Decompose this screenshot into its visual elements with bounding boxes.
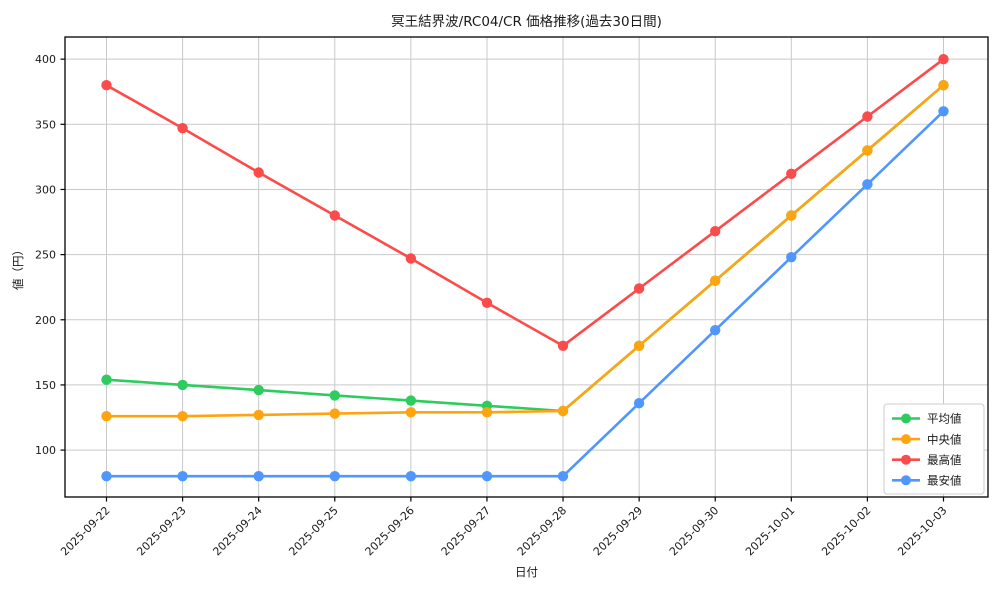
data-point-max-2025-09-28 <box>557 340 569 351</box>
legend-label-average: 平均値 <box>927 412 962 426</box>
data-point-min-2025-09-22 <box>101 471 112 482</box>
x-tick-label: 2025-09-26 <box>363 504 417 558</box>
data-point-median-2025-10-03 <box>938 80 949 91</box>
data-point-min-2025-09-25 <box>329 471 340 482</box>
x-tick-label: 2025-09-30 <box>667 504 721 558</box>
y-tick-label: 100 <box>35 444 56 457</box>
x-axis: 2025-09-22 2025-09-23 2025-09-24 2025-09-25… <box>58 497 950 558</box>
legend-item-max: 最高値 <box>892 453 962 467</box>
x-tick-label: 2025-09-23 <box>134 504 188 558</box>
data-point-max-2025-10-02 <box>862 111 873 122</box>
data-point-average-2025-09-22 <box>101 374 112 385</box>
data-point-median-2025-09-26 <box>405 407 417 418</box>
data-point-average-2025-09-24 <box>253 384 264 396</box>
data-point-max-2025-09-30 <box>710 226 721 237</box>
y-tick-label: 350 <box>35 118 56 131</box>
data-point-average-2025-09-26 <box>405 395 417 406</box>
series-line-average <box>105 83 945 413</box>
data-point-median-2025-09-25 <box>329 408 340 419</box>
x-tick-label: 2025-09-22 <box>58 504 112 558</box>
plot-border <box>64 36 989 498</box>
data-point-average-2025-09-25 <box>329 390 340 401</box>
series-max <box>101 54 949 351</box>
series-line-median <box>105 83 945 418</box>
y-tick-label: 200 <box>35 314 56 327</box>
x-tick-label: 2025-09-28 <box>515 504 569 558</box>
data-point-min-2025-10-03 <box>938 106 949 117</box>
legend-label-median: 中央値 <box>927 432 962 446</box>
data-point-min-2025-09-28 <box>557 471 569 482</box>
legend-marker-max <box>901 454 911 465</box>
legend-item-average: 平均値 <box>892 412 962 426</box>
data-point-median-2025-09-27 <box>481 407 493 418</box>
data-point-max-2025-09-23 <box>177 123 188 134</box>
legend-item-min: 最安値 <box>892 474 962 488</box>
data-point-median-2025-10-01 <box>786 210 797 221</box>
data-point-min-2025-09-24 <box>253 471 264 482</box>
data-point-min-2025-10-01 <box>786 252 797 263</box>
data-point-min-2025-09-29 <box>633 398 645 409</box>
series-average <box>101 80 949 417</box>
legend-label-max: 最高値 <box>927 453 962 467</box>
data-point-median-2025-09-24 <box>253 409 264 421</box>
legend-marker-average <box>901 413 911 424</box>
series-median <box>101 80 949 422</box>
data-point-max-2025-09-22 <box>101 80 112 91</box>
y-tick-label: 150 <box>35 379 56 392</box>
x-tick-label: 2025-09-25 <box>286 504 340 558</box>
data-point-median-2025-09-29 <box>633 340 645 351</box>
data-point-max-2025-09-24 <box>253 167 264 178</box>
x-tick-label: 2025-10-01 <box>743 504 797 558</box>
y-axis: 100 150 200 250 300 350 400 <box>35 53 65 457</box>
grid-lines <box>65 37 988 497</box>
data-point-min-2025-09-23 <box>177 471 188 482</box>
y-tick-label: 250 <box>35 249 56 262</box>
x-tick-label: 2025-10-02 <box>819 504 873 558</box>
x-axis-title: 日付 <box>515 565 538 579</box>
legend-label-min: 最安値 <box>927 474 962 488</box>
data-point-median-2025-09-22 <box>101 411 112 422</box>
series-line-min <box>105 110 945 478</box>
data-point-median-2025-09-28 <box>557 405 569 417</box>
x-tick-label: 2025-10-03 <box>895 504 949 558</box>
x-tick-label: 2025-09-29 <box>591 504 645 558</box>
data-point-max-2025-10-03 <box>938 54 949 65</box>
legend-marker-median <box>901 434 911 445</box>
data-point-average-2025-09-23 <box>177 379 188 391</box>
y-axis-title: 値（円） <box>11 244 25 290</box>
data-point-max-2025-09-29 <box>633 283 645 294</box>
x-tick-label: 2025-09-24 <box>210 504 264 558</box>
data-point-median-2025-09-23 <box>177 411 188 422</box>
series-line-max <box>105 57 945 348</box>
data-point-max-2025-09-27 <box>481 297 493 308</box>
data-point-median-2025-10-02 <box>862 145 873 156</box>
data-point-min-2025-09-26 <box>405 471 417 482</box>
chart-title: 冥王結界波/RC04/CR 価格推移(過去30日間) <box>391 14 662 30</box>
data-point-max-2025-09-25 <box>329 210 340 221</box>
data-point-min-2025-09-30 <box>710 325 721 336</box>
series-min <box>101 106 949 482</box>
x-tick-label: 2025-09-27 <box>439 504 493 558</box>
data-point-max-2025-09-26 <box>405 253 417 264</box>
data-point-median-2025-09-30 <box>710 275 721 286</box>
legend-box <box>883 403 985 495</box>
data-point-min-2025-10-02 <box>862 179 873 190</box>
data-point-max-2025-10-01 <box>786 168 797 179</box>
data-point-min-2025-09-27 <box>481 471 493 482</box>
legend-item-median: 中央値 <box>892 432 962 446</box>
y-tick-label: 300 <box>35 183 56 196</box>
legend-marker-min <box>901 475 911 486</box>
y-tick-label: 400 <box>35 53 56 66</box>
